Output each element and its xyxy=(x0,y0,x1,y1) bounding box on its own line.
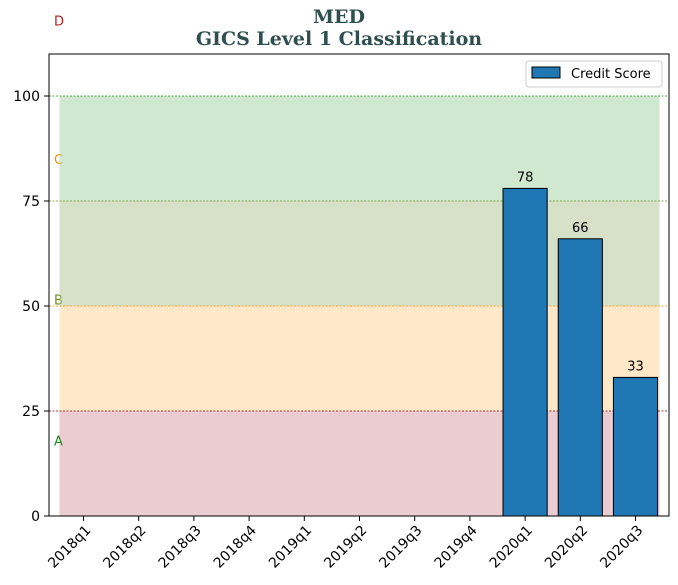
data-label-2020q3: 33 xyxy=(627,359,644,374)
band-label-d: D xyxy=(54,14,64,29)
y-tick-label: 100 xyxy=(13,89,40,105)
bar-2020q2[interactable] xyxy=(557,238,603,517)
band-d xyxy=(59,96,660,201)
chart-title-block: MED GICS Level 1 Classification xyxy=(0,6,678,50)
x-tick-label: 2019q1 xyxy=(266,523,315,572)
chart-subtitle: GICS Level 1 Classification xyxy=(195,28,483,50)
chart-title: MED xyxy=(313,6,365,28)
data-label-2020q2: 66 xyxy=(572,221,589,236)
legend-swatch xyxy=(531,66,561,79)
x-tick-label: 2019q4 xyxy=(432,522,481,571)
legend-label: Credit Score xyxy=(571,67,651,82)
x-tick-label: 2018q2 xyxy=(100,523,149,572)
y-tick-label: 75 xyxy=(22,194,40,210)
bar-2020q3[interactable] xyxy=(612,376,659,517)
x-tick-label: 2020q1 xyxy=(487,523,536,572)
data-label-2020q1: 78 xyxy=(517,170,534,185)
x-tick-label: 2019q3 xyxy=(376,523,425,572)
y-tick-label: 25 xyxy=(22,404,40,420)
x-tick-label: 2018q1 xyxy=(45,523,94,572)
bars: 78 66 33 xyxy=(502,170,659,517)
x-tick-label: 2020q3 xyxy=(597,523,646,572)
band-label-a: A xyxy=(54,434,63,449)
y-tick-label: 0 xyxy=(31,509,40,525)
band-label-b: B xyxy=(54,294,63,309)
x-tick-label: 2018q3 xyxy=(156,523,205,572)
x-tick-label: 2020q2 xyxy=(542,523,591,572)
x-tick-label: 2019q2 xyxy=(321,523,370,572)
x-tick-label: 2018q4 xyxy=(211,522,260,571)
band-label-c: C xyxy=(54,153,63,168)
y-tick-label: 50 xyxy=(22,299,40,315)
legend: Credit Score xyxy=(525,60,663,88)
bar-2020q1[interactable] xyxy=(502,187,548,517)
